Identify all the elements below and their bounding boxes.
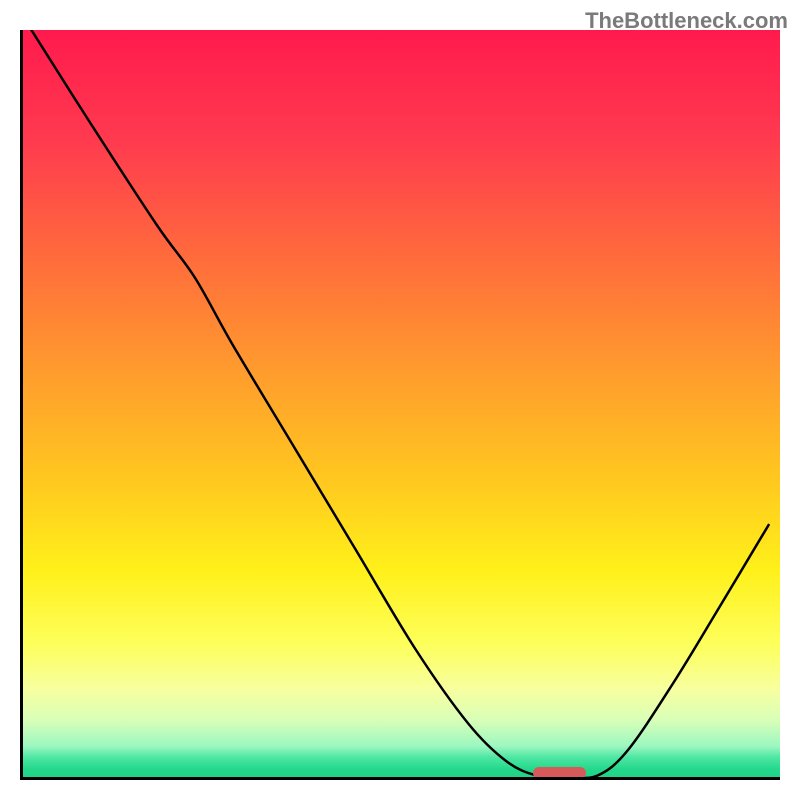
x-axis-line: [20, 777, 780, 780]
plot-area: [20, 30, 780, 780]
bottleneck-curve: [20, 30, 780, 780]
bottleneck-chart: TheBottleneck.com: [0, 0, 800, 800]
y-axis-line: [20, 30, 23, 780]
